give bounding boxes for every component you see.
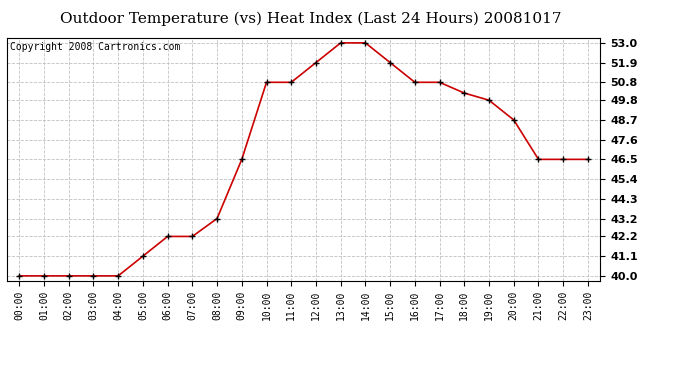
Text: Copyright 2008 Cartronics.com: Copyright 2008 Cartronics.com: [10, 42, 180, 52]
Text: Outdoor Temperature (vs) Heat Index (Last 24 Hours) 20081017: Outdoor Temperature (vs) Heat Index (Las…: [60, 11, 561, 26]
